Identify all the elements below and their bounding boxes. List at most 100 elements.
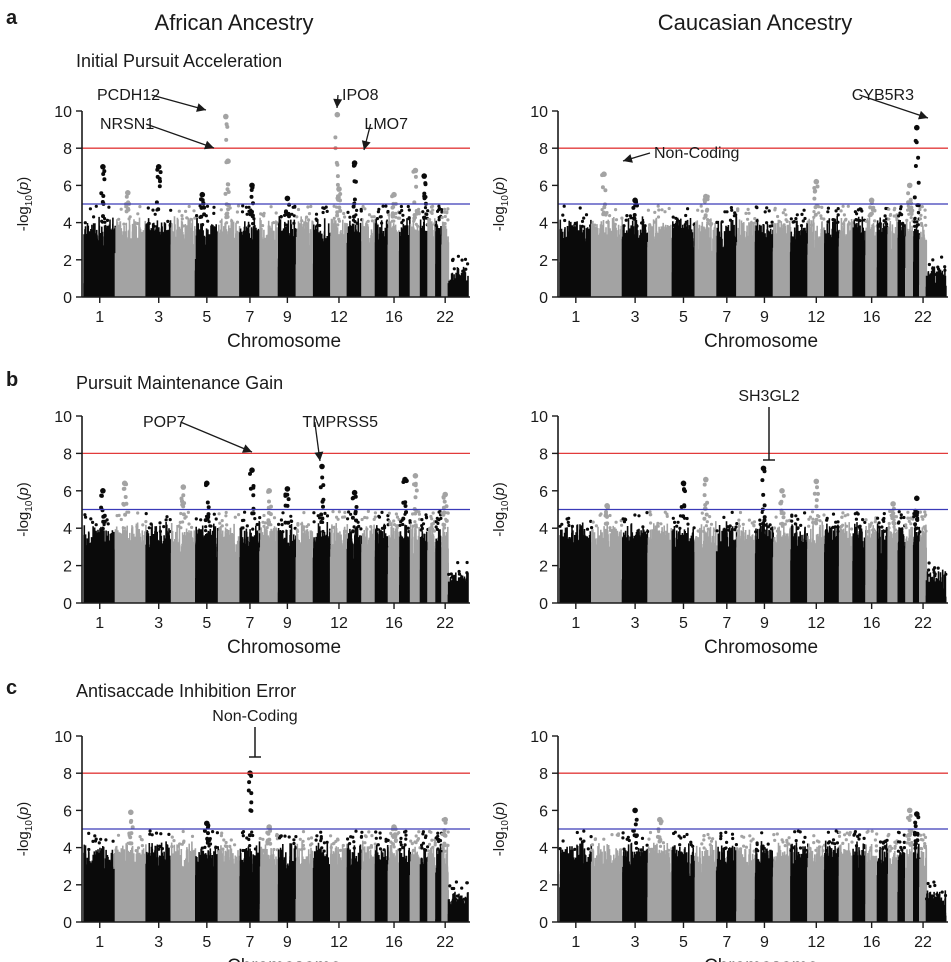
chromosome-12-snps — [807, 521, 826, 603]
annotation-arrow-head — [623, 154, 633, 163]
snp-point — [882, 840, 886, 844]
snp-point — [820, 205, 824, 209]
annotation-label: CYB5R3 — [852, 87, 914, 104]
snp-point — [209, 524, 213, 528]
x-tick-label: 3 — [631, 309, 640, 326]
snp-point — [913, 522, 918, 527]
snp-point — [812, 186, 817, 190]
y-axis-label: -log10(p) — [15, 177, 35, 231]
snp-point — [868, 205, 873, 210]
snp-point — [351, 495, 356, 500]
annotation-nrsn1: NRSN1 — [100, 116, 215, 150]
chromosome-13-snps — [346, 218, 363, 297]
snp-point — [752, 849, 756, 853]
snp-point — [390, 205, 395, 210]
snp-point — [319, 512, 324, 517]
snp-point — [656, 204, 660, 208]
snp-point — [918, 217, 923, 221]
chromosome-7-snps — [716, 215, 738, 297]
snp-point — [320, 499, 325, 504]
snp-point — [250, 830, 254, 834]
snp-point — [567, 523, 571, 528]
snp-point — [292, 214, 296, 218]
annotation-arrow-head — [918, 110, 928, 120]
snp-point — [258, 836, 262, 841]
chromosome-23-snps — [447, 266, 469, 297]
snp-point — [768, 224, 772, 228]
chromosome-13-snps — [823, 840, 840, 922]
snp-point — [589, 519, 593, 524]
chromosome-18-snps — [409, 219, 422, 297]
snp-point — [202, 828, 207, 833]
chromosome-7-snps — [239, 218, 261, 297]
snp-point — [266, 522, 271, 527]
snp-point — [382, 848, 386, 852]
snp-point — [454, 880, 458, 884]
snp-point — [251, 506, 256, 511]
snp-point — [206, 514, 211, 519]
snp-point — [353, 179, 358, 184]
snp-point — [456, 561, 460, 565]
y-tick-label: 6 — [539, 178, 548, 195]
snp-point — [374, 836, 378, 840]
snp-point — [815, 203, 819, 208]
snp-point — [262, 211, 266, 215]
chromosome-21-snps — [435, 844, 443, 922]
snp-point — [309, 836, 314, 840]
snp-point — [409, 839, 413, 843]
snp-point — [179, 526, 183, 530]
chromosome-9-snps — [754, 522, 774, 603]
snp-point — [205, 500, 210, 505]
chromosome-19-snps — [897, 219, 907, 297]
snp-point — [127, 510, 131, 514]
snp-point — [462, 897, 466, 901]
snp-point — [457, 569, 461, 574]
snp-point — [453, 897, 457, 901]
snp-point — [253, 847, 257, 851]
snp-point — [904, 523, 908, 527]
snp-point — [361, 204, 365, 209]
snp-point — [719, 831, 723, 836]
snp-point — [346, 210, 350, 214]
snp-point — [567, 516, 571, 520]
snp-point — [373, 511, 377, 515]
y-tick-label: 4 — [539, 841, 548, 858]
snp-point — [241, 204, 245, 208]
snp-point — [709, 839, 714, 843]
snp-point — [896, 521, 901, 525]
snp-point — [244, 205, 248, 209]
snp-point — [734, 213, 738, 217]
snp-point — [927, 573, 932, 577]
snp-point — [224, 514, 228, 518]
snp-point — [704, 512, 709, 517]
snp-point — [812, 834, 816, 838]
snp-point — [312, 520, 316, 524]
snp-point — [166, 219, 170, 223]
snp-point — [913, 841, 918, 846]
snp-point — [465, 571, 469, 575]
snp-point — [873, 520, 877, 524]
snp-point — [803, 216, 807, 221]
snp-point — [399, 836, 403, 841]
snp-point — [890, 509, 894, 514]
snp-point — [183, 516, 187, 520]
x-tick-label: 3 — [154, 615, 163, 632]
chromosome-8-snps — [259, 526, 280, 603]
snp-point — [407, 530, 411, 534]
snp-point — [684, 213, 688, 218]
snp-point — [671, 215, 675, 219]
snp-point — [296, 207, 301, 212]
peak-snp-chr5 — [199, 191, 206, 198]
y-axis-label: -log10(p) — [491, 177, 511, 231]
x-tick-label: 16 — [385, 309, 403, 326]
chromosome-21-snps — [912, 524, 921, 603]
snp-point — [221, 847, 225, 851]
snp-point — [915, 220, 919, 224]
snp-point — [374, 830, 378, 834]
snp-point — [441, 505, 446, 510]
snp-point — [251, 833, 255, 838]
annotation-tmprss5: TMPRSS5 — [302, 414, 378, 462]
manhattan-plot-a-african: 0 2 4 6 8 10 1 3 5 7 9 12 16 22 Chromosome -log10(p) PCD… — [15, 87, 470, 352]
snp-point — [707, 836, 711, 840]
snp-point — [910, 526, 914, 531]
